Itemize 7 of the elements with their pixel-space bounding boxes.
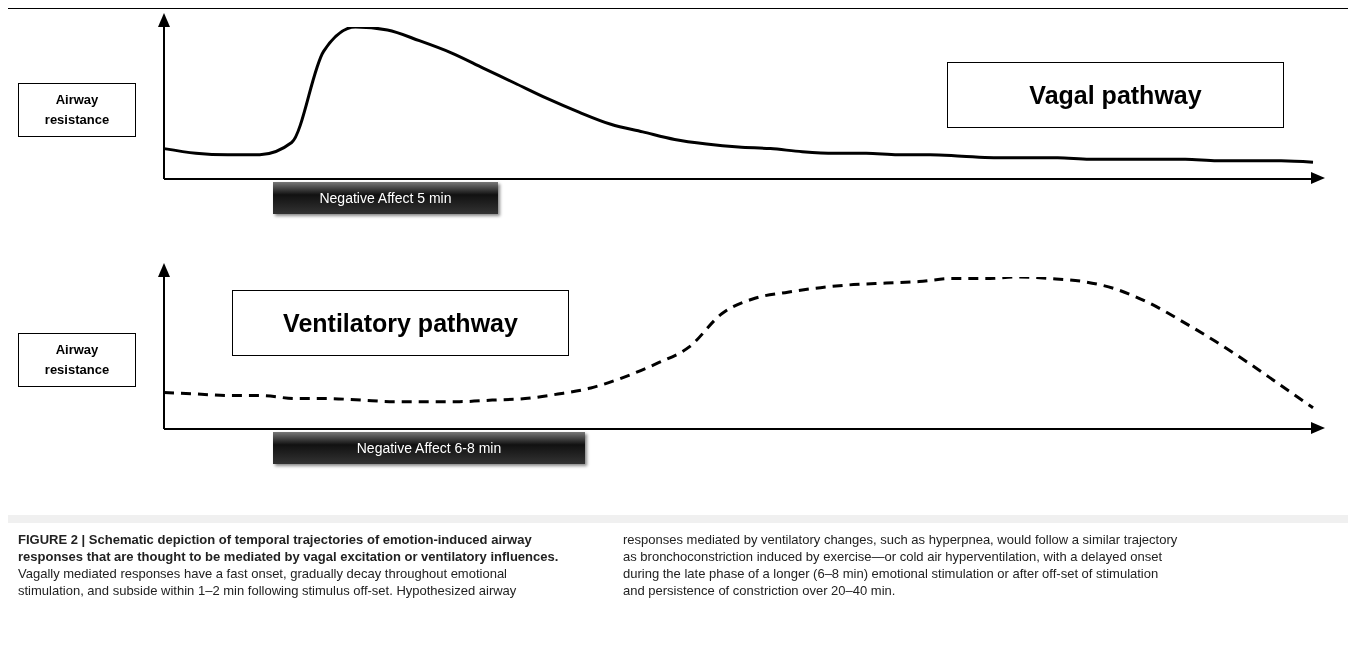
y-axis-title: Airway resistance bbox=[18, 333, 136, 387]
text: Ventilatory pathway bbox=[233, 291, 568, 355]
y-axis-title: Airway resistance bbox=[18, 83, 136, 137]
text: Vagal pathway bbox=[948, 63, 1283, 127]
text: Negative Affect 5 min bbox=[273, 182, 498, 214]
text: Negative Affect 6-8 min bbox=[273, 432, 585, 464]
caption: FIGURE 2 | Schematic depiction of temporal trajectories of emotion-induced airway responses that are thought to be mediated by vagal excitation or ventilatory influences. bbox=[18, 532, 559, 564]
